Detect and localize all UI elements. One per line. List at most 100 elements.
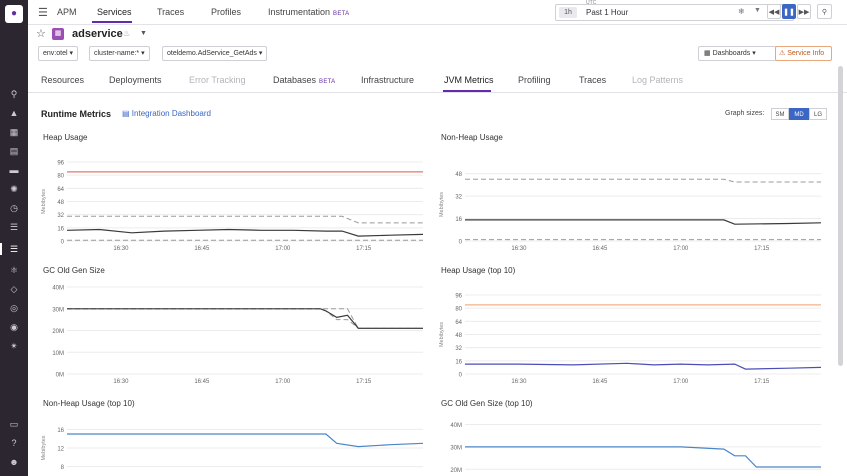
language-icon: ♨	[123, 29, 131, 38]
y-tick-label: 32	[455, 195, 462, 201]
tab-active-underline	[443, 90, 491, 92]
series-line-0[interactable]	[67, 308, 423, 329]
integrations-icon[interactable]: ✺	[10, 184, 18, 194]
y-tick-label: 0	[459, 240, 463, 246]
search-icon[interactable]: ⚲	[10, 89, 18, 99]
metrics-icon[interactable]: ▤	[9, 146, 19, 156]
size-lg-button[interactable]: LG	[809, 108, 827, 120]
y-tick-label: 80	[57, 174, 64, 180]
star-icon[interactable]: ☆	[36, 28, 46, 40]
y-tick-label: 96	[455, 294, 462, 300]
chart-title-non-heap-usage: Non-Heap Usage	[441, 133, 503, 142]
chart-non-heap-top10[interactable]: 16 12 8 Mebibytes	[35, 414, 430, 476]
time-picker[interactable]: 1h Past 1 Hour ❄ ▼	[555, 4, 794, 21]
tab-error-tracking[interactable]: Error Tracking	[189, 75, 246, 85]
menu-icon[interactable]: ☰	[38, 7, 48, 19]
x-tick-label: 17:15	[356, 379, 372, 385]
chart-title-heap-usage: Heap Usage	[43, 133, 88, 142]
chart-gc-old-gen-top10[interactable]: 40M 30M 20M	[433, 414, 828, 476]
time-short-badge: 1h	[559, 7, 577, 18]
monitors-icon[interactable]: ◷	[10, 203, 18, 213]
nav-instrumentation[interactable]: Instrumentation BETA	[268, 7, 349, 17]
tab-jvm-metrics[interactable]: JVM Metrics	[444, 75, 494, 85]
datadog-logo-icon[interactable]: ●	[5, 5, 23, 23]
chart-heap-usage-top10[interactable]: 96 80 64 48 32 16 0 Mebibytes 16:30 16:45 17:00 17:…	[433, 281, 828, 393]
series-line-1[interactable]	[465, 219, 822, 225]
watchdog-icon[interactable]: ▲	[9, 108, 19, 118]
series-line-1[interactable]	[67, 215, 423, 224]
series-line-2[interactable]	[67, 308, 423, 329]
series-line-2[interactable]	[66, 228, 424, 237]
integration-dashboard-link[interactable]: ▤ Integration Dashboard	[122, 109, 211, 118]
nav-instrumentation-label: Instrumentation	[268, 7, 331, 17]
tab-resources[interactable]: Resources	[41, 75, 85, 85]
tab-databases[interactable]: Databases BETA	[273, 75, 335, 85]
nav-profiles[interactable]: Profiles	[211, 7, 242, 17]
y-tick-label: 80	[455, 307, 462, 313]
rum-icon[interactable]: ◎	[10, 303, 18, 313]
y-tick-label: 48	[455, 333, 462, 339]
chart-gc-old-gen[interactable]: 40M 30M 20M 10M 0M 16:30 16:45 17:00 17:15	[35, 281, 430, 393]
tab-infrastructure[interactable]: Infrastructure	[361, 75, 415, 85]
size-md-button[interactable]: MD	[789, 108, 809, 120]
tab-profiling[interactable]: Profiling	[518, 75, 551, 85]
y-tick-label: 0M	[56, 373, 64, 379]
chart-icon: ▤	[122, 109, 130, 118]
time-forward-button[interactable]: ▶▶	[797, 4, 811, 19]
chart-title-non-heap-top10: Non-Heap Usage (top 10)	[43, 399, 135, 408]
filter-cluster[interactable]: cluster-name:* ▾	[89, 46, 150, 61]
scrollbar[interactable]	[838, 66, 843, 366]
service-chevron-icon[interactable]: ▼	[140, 30, 147, 37]
y-tick-label: 32	[455, 346, 462, 352]
service-tabs: Resources Deployments Error Tracking Dat…	[28, 68, 847, 93]
service-info-button[interactable]: ⚠ Service Info	[775, 46, 832, 61]
sidebar-active-indicator	[0, 243, 2, 255]
x-tick-label: 17:00	[673, 379, 689, 385]
infrastructure-icon[interactable]: ▬	[9, 165, 19, 175]
events-icon[interactable]: ☰	[9, 222, 19, 232]
synthetics-icon[interactable]: ◉	[10, 322, 18, 332]
time-back-button[interactable]: ◀◀	[767, 4, 781, 19]
pause-button[interactable]: ❚❚	[782, 4, 796, 19]
series-line-1[interactable]	[67, 308, 423, 329]
time-range-label: Past 1 Hour	[586, 8, 629, 17]
help-icon[interactable]: ?	[11, 438, 17, 448]
dashboards-button[interactable]: ▦ Dashboards ▾	[698, 46, 777, 61]
filter-operation-label: oteldemo.AdService_GetAds	[167, 50, 257, 57]
apm-icon[interactable]: ☰	[9, 244, 19, 254]
user-avatar-icon[interactable]: ☻	[9, 457, 19, 467]
y-tick-label: 8	[61, 465, 65, 471]
filter-operation[interactable]: oteldemo.AdService_GetAds ▾	[162, 46, 268, 61]
nav-services[interactable]: Services	[97, 7, 132, 17]
runtime-metrics-title: Runtime Metrics	[41, 109, 112, 119]
service-type-icon: ▦	[52, 28, 64, 40]
service-name: adservice	[72, 28, 123, 40]
series-line-1[interactable]	[465, 362, 822, 370]
chart-heap-usage[interactable]: 96 80 64 48 32 16 0 Mebibytes 16:30 16:45 17:00 17:…	[35, 148, 430, 260]
size-sm-button[interactable]: SM	[771, 108, 789, 120]
service-info-label: Service Info	[787, 50, 825, 57]
series-line-0[interactable]	[465, 178, 821, 183]
series-line-0[interactable]	[465, 446, 821, 468]
apm-title[interactable]: APM	[57, 7, 77, 17]
series-line-0[interactable]	[67, 433, 424, 448]
left-sidebar: ● ⚲ ▲ ▦ ▤ ▬ ✺ ◷ ☰ ☰ ⚛ ◇ ◎ ◉ ✴ ▭ ? ☻	[0, 0, 28, 476]
chart-title-gc-old-gen-top10: GC Old Gen Size (top 10)	[441, 399, 533, 408]
tab-traces[interactable]: Traces	[579, 75, 607, 85]
tab-deployments[interactable]: Deployments	[109, 75, 162, 85]
freeze-icon[interactable]: ❄	[738, 7, 745, 16]
chat-icon[interactable]: ▭	[9, 419, 19, 429]
chart-non-heap-usage[interactable]: 48 32 16 0 Mebibytes 16:30 16:45 17:00 17:15	[433, 148, 828, 260]
filter-env[interactable]: env:otel ▾	[38, 46, 78, 61]
y-tick-label: 64	[57, 187, 64, 193]
y-tick-label: 48	[57, 200, 64, 206]
ci-icon[interactable]: ✴	[10, 341, 18, 351]
security-icon[interactable]: ◇	[10, 284, 18, 294]
chevron-down-icon[interactable]: ▼	[754, 7, 761, 14]
dashboards-icon[interactable]: ▦	[9, 127, 19, 137]
zoom-search-button[interactable]: ⚲	[817, 4, 832, 19]
y-tick-label: 20M	[450, 468, 462, 474]
nav-traces[interactable]: Traces	[157, 7, 185, 17]
logs-icon[interactable]: ⚛	[9, 265, 19, 275]
tab-log-patterns[interactable]: Log Patterns	[632, 75, 684, 85]
